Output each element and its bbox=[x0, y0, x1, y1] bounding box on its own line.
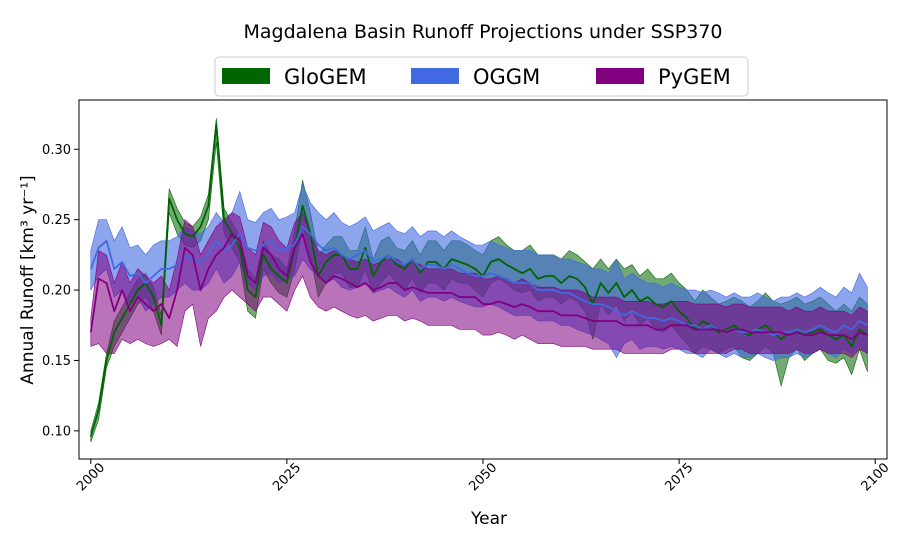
chart-title: Magdalena Basin Runoff Projections under… bbox=[243, 21, 722, 43]
y-tick-label: 0.20 bbox=[42, 284, 71, 299]
y-tick-label: 0.15 bbox=[42, 354, 71, 369]
pygem-legend-swatch bbox=[596, 68, 644, 84]
pygem-legend-label: PyGEM bbox=[658, 65, 731, 89]
y-axis-title: Annual Runoff [km³ yr⁻¹] bbox=[18, 175, 38, 384]
x-tick-label: 2000 bbox=[74, 460, 108, 494]
series-lines bbox=[89, 123, 868, 437]
oggm-legend-swatch bbox=[411, 68, 459, 84]
x-tick-label: 2050 bbox=[466, 460, 500, 494]
pygem-mean-line bbox=[89, 232, 868, 341]
legend: GloGEM OGGM PyGEM bbox=[214, 56, 749, 97]
y-tick-label: 0.25 bbox=[42, 213, 71, 228]
x-axis: 2000 2025 2050 2075 2100 bbox=[74, 459, 893, 494]
y-tick-label: 0.30 bbox=[42, 143, 71, 158]
oggm-legend-label: OGGM bbox=[473, 65, 540, 89]
x-tick-label: 2025 bbox=[270, 460, 304, 494]
x-tick-label: 2075 bbox=[662, 460, 696, 494]
x-axis-title: Year bbox=[470, 509, 507, 529]
x-tick-label: 2100 bbox=[859, 460, 893, 494]
y-axis: 0.10 0.15 0.20 0.25 0.30 bbox=[42, 143, 79, 439]
uncertainty-bands bbox=[90, 118, 868, 443]
oggm-mean-line bbox=[89, 225, 868, 337]
glogem-legend-swatch bbox=[222, 68, 270, 84]
legend-box bbox=[214, 56, 749, 97]
y-tick-label: 0.10 bbox=[42, 424, 71, 439]
glogem-legend-label: GloGEM bbox=[284, 65, 367, 89]
